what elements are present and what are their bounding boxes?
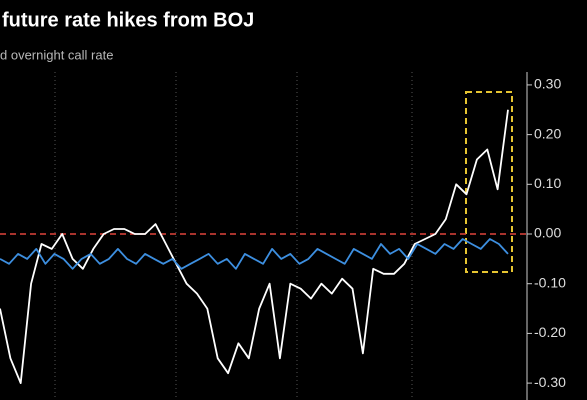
data-line xyxy=(0,238,509,270)
vertical-grid xyxy=(54,72,413,400)
y-tick-label: 0.00 xyxy=(534,225,561,241)
y-tick-label: -0.30 xyxy=(534,374,566,390)
chart-title: future rate hikes from BOJ xyxy=(2,9,254,31)
chart-subtitle: d overnight call rate xyxy=(0,47,113,62)
highlight-box xyxy=(465,91,513,273)
y-tick-label: -0.20 xyxy=(534,324,566,340)
y-tick-label: 0.30 xyxy=(534,76,561,92)
y-tick-label: 0.20 xyxy=(534,125,561,141)
y-tick-label: 0.10 xyxy=(534,175,561,191)
y-tick-label: -0.10 xyxy=(534,274,566,290)
data-line xyxy=(0,109,509,384)
